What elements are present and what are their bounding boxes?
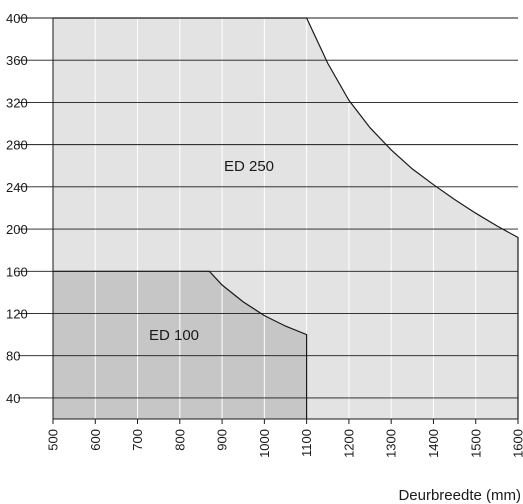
x-tick-label-1000: 1000 (257, 429, 272, 458)
x-tick-label-1500: 1500 (468, 429, 483, 458)
y-tick-label-400: 400 (6, 11, 28, 26)
x-axis-title: Deurbreedte (mm) (398, 487, 521, 504)
x-tick-label-600: 600 (88, 429, 103, 451)
x-tick-label-1600: 1600 (511, 429, 523, 458)
area-layer (53, 18, 518, 419)
x-tick-label-900: 900 (215, 429, 230, 451)
x-tick-label-1200: 1200 (341, 429, 356, 458)
boundary-curves (53, 17, 519, 419)
x-tick-label-500: 500 (46, 429, 61, 451)
y-tick-label-80: 80 (6, 349, 20, 364)
y-tick-label-40: 40 (6, 391, 20, 406)
y-tick-label-160: 160 (6, 264, 28, 279)
ed100-label: ED 100 (149, 327, 199, 344)
y-tick-label-360: 360 (6, 53, 28, 68)
x-tick-label-800: 800 (172, 429, 187, 451)
axes (52, 18, 519, 424)
ed100-boundary (53, 270, 308, 419)
tick-labels: 40 80 120 160 200 240 280 320 360 400 500 600 700 800… (6, 11, 523, 458)
y-tick-label-240: 240 (6, 180, 28, 195)
x-tick-label-1100: 1100 (299, 429, 314, 457)
y-tick-label-320: 320 (6, 95, 28, 110)
ed250-boundary (53, 17, 519, 419)
x-tick-label-1300: 1300 (384, 429, 399, 458)
ed250-label: ED 250 (224, 158, 274, 175)
x-tick-label-1400: 1400 (426, 429, 441, 458)
x-tick-label-700: 700 (130, 429, 145, 451)
y-tick-label-200: 200 (6, 222, 28, 237)
y-tick-label-120: 120 (6, 306, 28, 321)
y-tick-label-280: 280 (6, 138, 28, 153)
